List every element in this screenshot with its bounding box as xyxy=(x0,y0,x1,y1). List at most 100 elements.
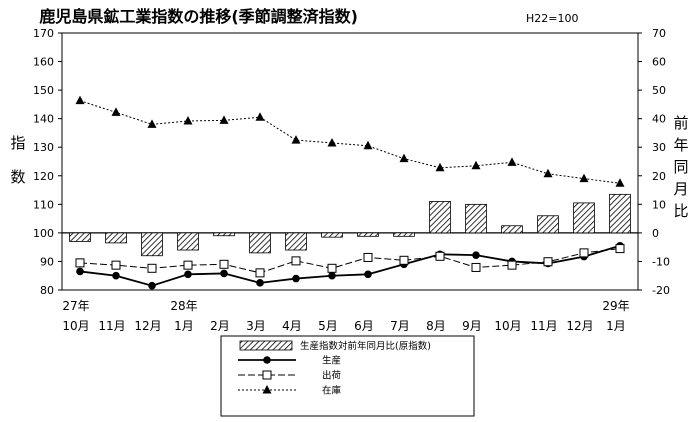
marker xyxy=(147,119,157,128)
left-axis-label: 指数 xyxy=(10,134,25,186)
bar xyxy=(69,232,91,242)
right-tick-label: -10 xyxy=(652,255,670,268)
marker xyxy=(435,162,445,172)
x-tick-label: 8月 xyxy=(426,319,446,333)
legend-label: 生産 xyxy=(322,355,341,367)
marker xyxy=(75,258,85,268)
left-tick-label: 90 xyxy=(40,255,54,268)
bar xyxy=(501,225,523,234)
right-tick-label: 20 xyxy=(652,170,666,183)
bar xyxy=(609,193,631,234)
marker xyxy=(363,252,373,262)
marker xyxy=(291,256,301,266)
marker xyxy=(543,168,553,178)
right-tick-label: 50 xyxy=(652,84,666,97)
marker xyxy=(327,137,337,147)
x-tick-label: 1月 xyxy=(606,319,626,333)
left-tick-label: 110 xyxy=(33,198,54,211)
marker xyxy=(328,271,336,280)
marker xyxy=(363,140,373,150)
marker xyxy=(148,281,156,290)
x-tick-label: 5月 xyxy=(318,319,338,333)
marker xyxy=(507,260,517,270)
marker xyxy=(399,255,409,265)
bar xyxy=(465,203,487,234)
left-tick-label: 140 xyxy=(33,113,54,126)
bar xyxy=(537,215,559,234)
marker xyxy=(183,115,193,125)
plot-area: 1701601501401301201101009080706050403020… xyxy=(33,27,670,333)
marker xyxy=(399,153,409,163)
bar xyxy=(213,232,235,237)
marker xyxy=(471,262,481,272)
legend-label: 生産指数対前年同月比(原指数) xyxy=(300,340,431,352)
bar xyxy=(249,232,271,254)
marker xyxy=(75,95,85,105)
marker xyxy=(543,257,553,267)
x-tick-label: 6月 xyxy=(354,319,374,333)
bar xyxy=(429,201,451,234)
marker xyxy=(220,269,228,278)
bar xyxy=(321,232,343,238)
legend-label: 出荷 xyxy=(322,370,342,382)
right-axis-label-char: 月 xyxy=(673,180,688,198)
left-tick-label: 170 xyxy=(33,27,54,40)
marker xyxy=(435,251,445,261)
x-tick-label: 9月 xyxy=(462,319,482,333)
right-axis-label-char: 同 xyxy=(673,158,688,176)
x-tick-label: 4月 xyxy=(282,319,302,333)
left-tick-label: 80 xyxy=(40,284,54,297)
right-tick-label: 60 xyxy=(652,56,666,69)
plot-frame xyxy=(61,32,639,291)
year-label: 29年 xyxy=(602,299,629,313)
bar xyxy=(177,232,199,251)
series-出荷 xyxy=(75,244,625,278)
marker xyxy=(219,259,229,269)
marker xyxy=(364,270,372,279)
year-label: 28年 xyxy=(170,299,197,313)
marker xyxy=(615,244,625,254)
left-axis-label-char: 数 xyxy=(10,168,25,186)
bar xyxy=(285,232,307,251)
marker xyxy=(184,270,192,279)
x-tick-label: 11月 xyxy=(530,319,557,333)
right-axis-label: 前年同月比 xyxy=(673,114,688,220)
marker xyxy=(255,112,265,121)
marker xyxy=(262,370,272,380)
marker xyxy=(292,274,300,283)
marker xyxy=(507,157,517,166)
right-tick-label: 0 xyxy=(652,227,659,240)
marker xyxy=(76,267,84,276)
bar xyxy=(393,232,415,237)
x-tick-label: 7月 xyxy=(390,319,410,333)
marker xyxy=(472,251,480,259)
right-axis-label-char: 比 xyxy=(673,202,688,220)
bar xyxy=(105,232,127,244)
x-tick-label: 1月 xyxy=(174,319,194,333)
marker xyxy=(219,115,229,124)
left-tick-label: 150 xyxy=(33,84,54,97)
right-tick-label: -20 xyxy=(652,284,670,297)
marker xyxy=(183,260,193,270)
x-tick-label: 10月 xyxy=(494,319,521,333)
marker xyxy=(579,248,589,258)
marker xyxy=(111,260,121,270)
marker xyxy=(579,173,589,183)
right-tick-label: 10 xyxy=(652,198,666,211)
left-axis-label-char: 指 xyxy=(10,134,25,152)
left-tick-label: 130 xyxy=(33,141,54,154)
legend-label: 在庫 xyxy=(322,385,342,397)
marker xyxy=(262,385,272,394)
x-tick-label: 12月 xyxy=(566,319,593,333)
bar xyxy=(141,232,163,257)
x-tick-label: 11月 xyxy=(98,319,125,333)
right-tick-label: 70 xyxy=(652,27,666,40)
marker xyxy=(255,268,265,278)
chart-title: 鹿児島県鉱工業指数の推移(季節調整済指数) xyxy=(39,7,358,26)
x-tick-label: 12月 xyxy=(134,319,161,333)
series-line xyxy=(79,244,621,287)
bar xyxy=(357,232,379,237)
marker xyxy=(615,178,625,187)
x-tick-label: 10月 xyxy=(62,319,89,333)
